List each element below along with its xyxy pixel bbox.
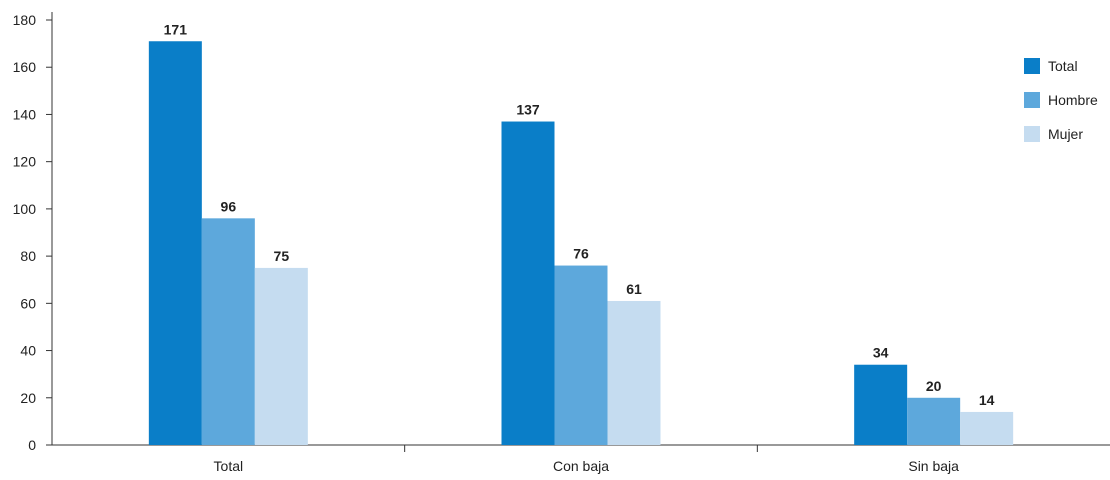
y-tick-label: 160 — [13, 59, 37, 75]
y-axis: 0 20 40 60 80 100 120 140 160 180 — [13, 12, 53, 453]
data-label-sin-baja-total: 34 — [873, 345, 889, 361]
legend: Total Hombre Mujer — [1024, 58, 1098, 142]
y-tick-label: 40 — [20, 343, 36, 359]
data-label-total-hombre: 96 — [221, 198, 237, 214]
y-tick-label: 180 — [13, 12, 37, 28]
y-tick-label: 80 — [20, 248, 36, 264]
legend-swatch-mujer — [1024, 126, 1040, 142]
x-axis: Total Con baja Sin baja — [52, 444, 1110, 474]
data-label-total-total: 171 — [164, 21, 188, 37]
y-tick-label: 140 — [13, 106, 37, 122]
x-tick-label-total: Total — [214, 458, 244, 474]
legend-swatch-hombre — [1024, 92, 1040, 108]
bar-con-baja-hombre — [554, 265, 608, 445]
data-label-con-baja-total: 137 — [516, 102, 540, 118]
bar-sin-baja-hombre — [907, 397, 961, 445]
data-labels: 171 96 75 137 76 61 34 20 14 — [164, 21, 995, 408]
legend-label-mujer: Mujer — [1048, 126, 1083, 142]
y-tick-label: 0 — [28, 437, 36, 453]
legend-label-total: Total — [1048, 58, 1078, 74]
legend-swatch-total — [1024, 58, 1040, 74]
bar-total-hombre — [201, 218, 255, 445]
y-tick-label: 100 — [13, 201, 37, 217]
y-tick-label: 60 — [20, 295, 36, 311]
x-tick-label-sin-baja: Sin baja — [908, 458, 959, 474]
bar-total-mujer — [254, 267, 308, 445]
bar-sin-baja-total — [854, 364, 908, 445]
bar-total-total — [148, 41, 202, 445]
bar-con-baja-mujer — [607, 300, 661, 445]
bar-sin-baja-mujer — [960, 411, 1014, 445]
data-label-con-baja-hombre: 76 — [573, 246, 589, 262]
x-tick-label-con-baja: Con baja — [553, 458, 609, 474]
y-tick-label: 120 — [13, 154, 37, 170]
data-label-sin-baja-mujer: 14 — [979, 392, 995, 408]
bars — [148, 41, 1014, 446]
y-tick-label: 20 — [20, 390, 36, 406]
legend-label-hombre: Hombre — [1048, 92, 1098, 108]
data-label-sin-baja-hombre: 20 — [926, 378, 942, 394]
data-label-total-mujer: 75 — [274, 248, 290, 264]
data-label-con-baja-mujer: 61 — [626, 281, 642, 297]
bar-con-baja-total — [501, 121, 555, 446]
